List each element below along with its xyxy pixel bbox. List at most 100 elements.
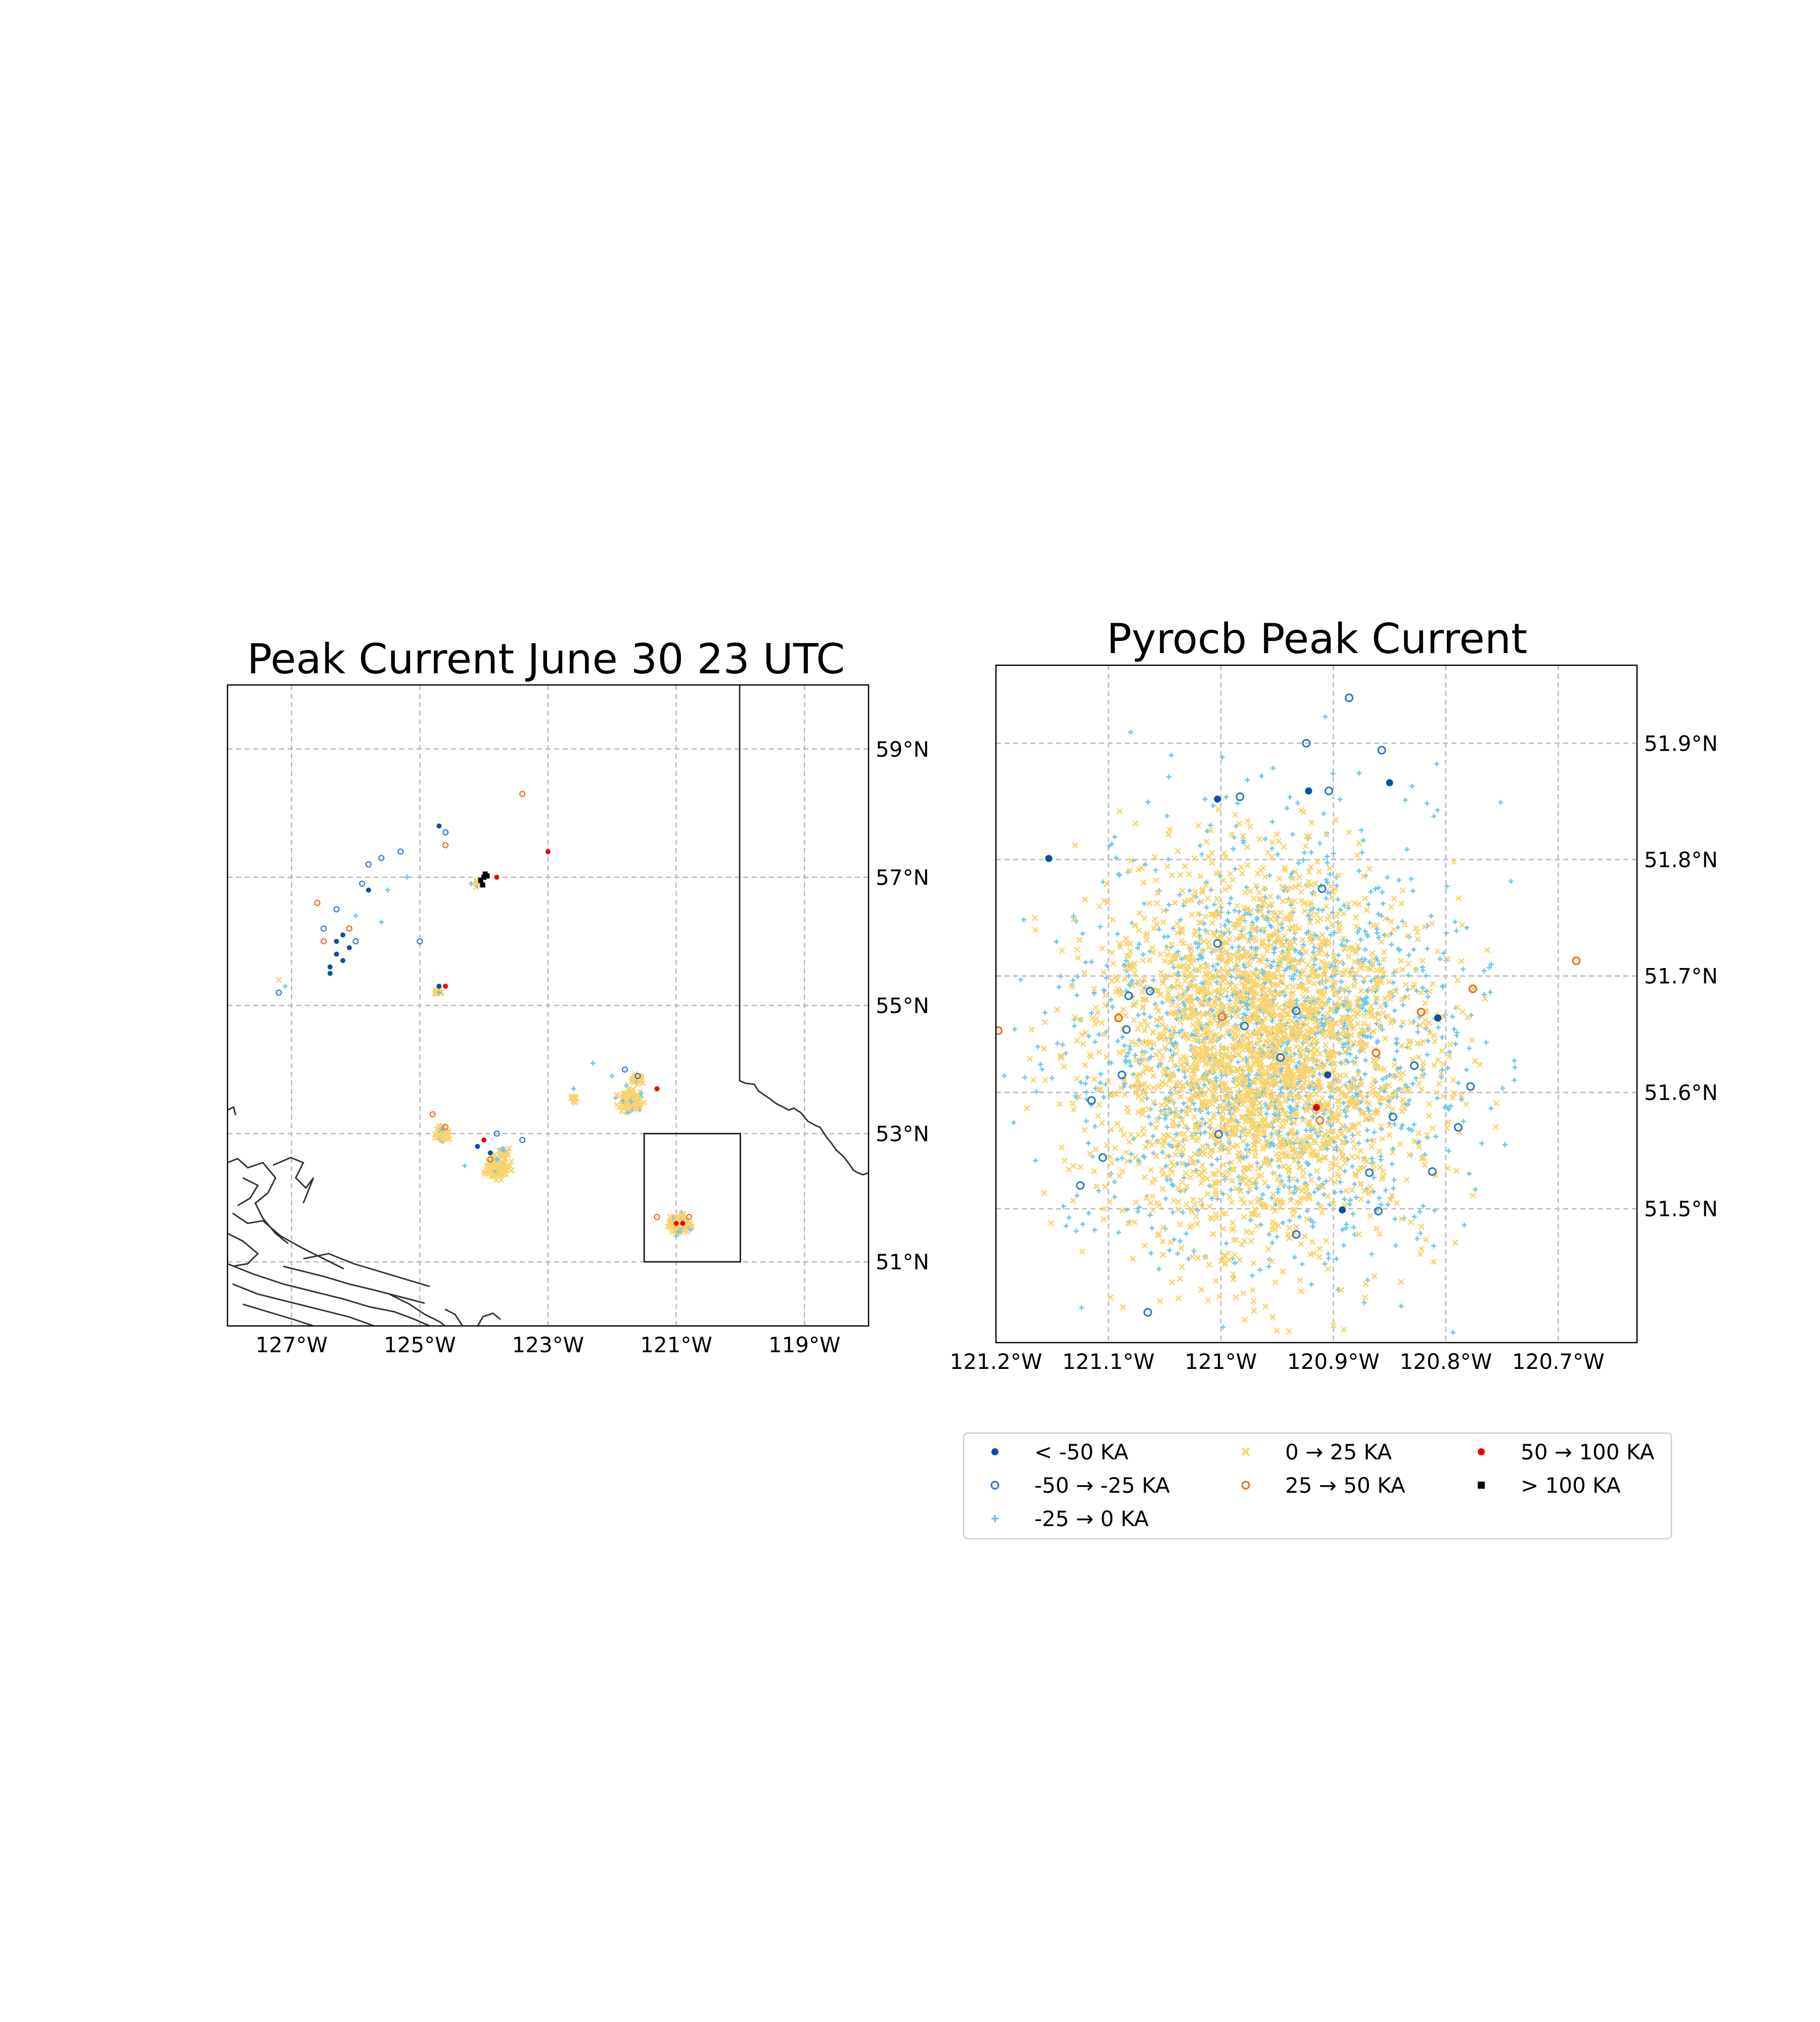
data-point bbox=[1034, 1089, 1039, 1094]
overview-map-title: Peak Current June 30 23 UTC bbox=[247, 635, 845, 683]
data-point bbox=[1148, 1054, 1154, 1060]
data-point bbox=[1073, 1228, 1079, 1234]
data-point bbox=[1372, 1129, 1377, 1135]
data-point bbox=[618, 1108, 625, 1115]
series-group bbox=[327, 823, 493, 1156]
data-point bbox=[1301, 850, 1307, 855]
data-point bbox=[442, 829, 449, 836]
data-point bbox=[1210, 963, 1216, 969]
data-point bbox=[1264, 1111, 1269, 1117]
data-point bbox=[684, 1216, 690, 1223]
data-point bbox=[1092, 1039, 1098, 1045]
x-tick-label: 121°W bbox=[640, 1332, 712, 1357]
data-point bbox=[462, 1163, 468, 1168]
data-point bbox=[1231, 846, 1236, 852]
data-point bbox=[1473, 1187, 1478, 1192]
data-point bbox=[1142, 1011, 1147, 1017]
data-point bbox=[1312, 932, 1318, 938]
data-point bbox=[1337, 1179, 1343, 1185]
data-point bbox=[1353, 1055, 1359, 1061]
data-point bbox=[1110, 1004, 1115, 1009]
data-point bbox=[1182, 1074, 1188, 1080]
data-point bbox=[1011, 1120, 1017, 1125]
data-point bbox=[1287, 1218, 1292, 1223]
data-point bbox=[675, 1216, 681, 1222]
data-point bbox=[1369, 1252, 1375, 1257]
data-point bbox=[1327, 996, 1332, 1002]
data-point bbox=[1058, 974, 1063, 979]
data-point bbox=[590, 1061, 596, 1066]
x-tick-label: 127°W bbox=[255, 1332, 328, 1357]
data-point bbox=[1364, 1127, 1370, 1133]
data-point bbox=[1266, 1264, 1271, 1269]
data-point bbox=[1390, 980, 1396, 985]
data-point bbox=[1168, 1047, 1173, 1053]
data-point bbox=[1208, 887, 1214, 893]
data-point bbox=[1436, 1025, 1441, 1030]
data-point bbox=[1328, 1094, 1333, 1099]
data-point bbox=[1098, 1071, 1104, 1077]
data-point bbox=[1461, 1119, 1466, 1124]
data-point bbox=[1420, 964, 1425, 970]
coastline bbox=[283, 1265, 425, 1304]
y-tick-label: 59°N bbox=[876, 737, 929, 762]
series-group bbox=[443, 849, 686, 1226]
data-point bbox=[1329, 974, 1334, 979]
data-point bbox=[1202, 797, 1208, 802]
data-point bbox=[1345, 1060, 1351, 1065]
data-point bbox=[1342, 1197, 1347, 1202]
data-point bbox=[1197, 933, 1202, 939]
data-point bbox=[1396, 1086, 1401, 1092]
data-point bbox=[1287, 1185, 1292, 1190]
coastline bbox=[444, 1308, 464, 1326]
data-point bbox=[1445, 1065, 1450, 1071]
data-point bbox=[1128, 1063, 1133, 1069]
data-point bbox=[1120, 1156, 1125, 1161]
data-point bbox=[639, 1090, 644, 1096]
overview-map-points bbox=[276, 791, 693, 1239]
coastline bbox=[242, 1303, 314, 1326]
data-point bbox=[1405, 987, 1410, 992]
data-point bbox=[1086, 1210, 1091, 1216]
data-point bbox=[1353, 1091, 1359, 1096]
data-point bbox=[1479, 1141, 1485, 1146]
data-point bbox=[1325, 880, 1330, 885]
y-tick-label: 55°N bbox=[876, 993, 929, 1018]
data-point bbox=[1072, 1023, 1077, 1029]
data-point bbox=[1308, 1217, 1313, 1223]
data-point bbox=[429, 1111, 436, 1118]
data-point bbox=[1443, 930, 1449, 936]
data-point bbox=[1425, 994, 1431, 999]
data-point bbox=[1129, 978, 1135, 984]
data-point bbox=[1198, 953, 1204, 958]
data-point bbox=[1119, 1034, 1125, 1040]
data-point bbox=[1437, 956, 1443, 961]
series-group bbox=[283, 875, 679, 1239]
data-point bbox=[1371, 1175, 1377, 1180]
data-point bbox=[1299, 1261, 1305, 1267]
data-point bbox=[436, 983, 442, 989]
data-point bbox=[1135, 945, 1141, 951]
data-point bbox=[1170, 926, 1176, 931]
data-point bbox=[1162, 934, 1167, 940]
data-point bbox=[1315, 1186, 1321, 1192]
data-point bbox=[484, 873, 490, 879]
data-point bbox=[1101, 1094, 1107, 1100]
data-point bbox=[1361, 1002, 1367, 1007]
data-point bbox=[1362, 956, 1368, 962]
data-point bbox=[1311, 944, 1317, 950]
data-point bbox=[493, 1177, 499, 1183]
data-point bbox=[1502, 1142, 1508, 1147]
data-point bbox=[1363, 1008, 1369, 1014]
data-point bbox=[1435, 1095, 1440, 1101]
data-point bbox=[1049, 1075, 1055, 1081]
data-point bbox=[1177, 1238, 1183, 1244]
data-point bbox=[1399, 1122, 1405, 1128]
data-point bbox=[1141, 901, 1147, 906]
data-point bbox=[1318, 1030, 1324, 1035]
data-point bbox=[1181, 903, 1187, 908]
data-point bbox=[1269, 1018, 1275, 1024]
data-point bbox=[1452, 919, 1458, 925]
data-point bbox=[1334, 883, 1339, 889]
pyrocb-cluster-points bbox=[1002, 714, 1518, 1335]
